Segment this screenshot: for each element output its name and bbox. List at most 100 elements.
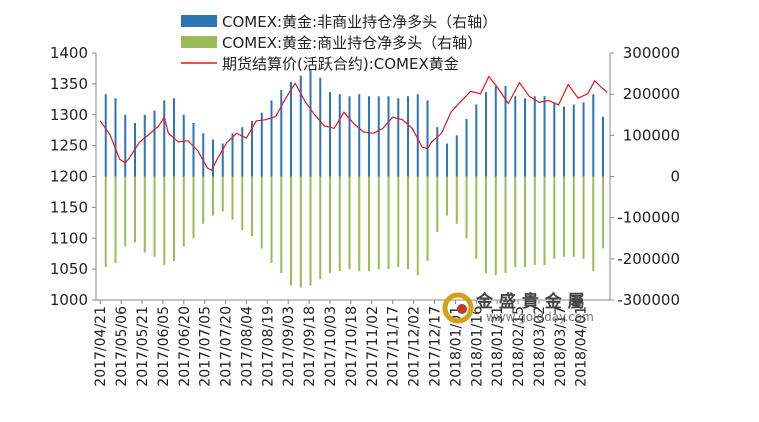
non-commercial-bar [124, 114, 127, 177]
commercial-bar [260, 176, 263, 249]
commercial-bar [192, 176, 195, 239]
commercial-bar [280, 176, 283, 274]
commercial-bar [426, 176, 429, 261]
commercial-bar [104, 176, 107, 268]
commercial-bar [436, 176, 439, 233]
commercial-bar [358, 176, 361, 272]
left-tick-label: 1100 [50, 229, 88, 247]
commercial-bar [153, 176, 156, 257]
left-tick-label: 1250 [50, 137, 88, 155]
right-tick-label: 0 [670, 168, 680, 186]
non-commercial-bar [397, 98, 400, 177]
commercial-bar [251, 176, 254, 237]
non-commercial-bar [465, 118, 468, 177]
non-commercial-bar [572, 104, 575, 177]
non-commercial-bar [182, 114, 185, 177]
commercial-bar [524, 176, 527, 268]
non-commercial-bar [104, 94, 107, 177]
non-commercial-bar [533, 96, 536, 177]
non-commercial-bar [260, 112, 263, 177]
non-commercial-bar [475, 104, 478, 177]
non-commercial-bar [280, 90, 283, 177]
commercial-bar [494, 176, 497, 276]
non-commercial-bar [407, 96, 410, 177]
commercial-bar [212, 176, 215, 216]
x-tick-label: 2017/04/21 [93, 306, 109, 387]
non-commercial-bar [192, 122, 195, 177]
commercial-bar [475, 176, 478, 259]
commercial-bar [173, 176, 176, 261]
x-tick-label: 2018/01/16 [469, 306, 485, 387]
non-commercial-bar [163, 100, 166, 177]
commercial-bar [563, 176, 566, 257]
non-commercial-bar [329, 92, 332, 177]
commercial-bar [387, 176, 390, 270]
price-series-line [99, 75, 608, 172]
commercial-bar [533, 176, 536, 266]
x-tick-label: 2017/05/06 [114, 306, 130, 387]
non-commercial-bar [426, 100, 429, 177]
x-tick-label: 2017/09/18 [302, 306, 318, 387]
non-commercial-bar [290, 81, 293, 177]
watermark-logo-dot-icon [457, 304, 467, 314]
legend-label-1: COMEX:黄金:商业持仓净多头（右轴） [222, 34, 482, 52]
non-commercial-bar [553, 102, 556, 177]
commercial-bar [163, 176, 166, 266]
non-commercial-bar [582, 102, 585, 177]
non-commercial-bar [202, 133, 205, 177]
x-tick-label: 2018/03/17 [553, 306, 569, 387]
non-commercial-bar [524, 98, 527, 177]
non-commercial-bar [455, 135, 458, 177]
non-commercial-bar [241, 127, 244, 177]
legend-swatch-1 [181, 36, 217, 48]
non-commercial-bar [212, 139, 215, 177]
commercial-bar [572, 176, 575, 257]
commercial-bar [368, 176, 371, 272]
left-tick-label: 1200 [50, 168, 88, 186]
commercial-bar [416, 176, 419, 276]
x-tick-label: 2017/07/05 [198, 306, 214, 387]
commercial-bar [504, 176, 507, 274]
x-tick-label: 2017/08/04 [239, 306, 255, 387]
non-commercial-bar [251, 120, 254, 177]
x-tick-label: 2017/12/17 [427, 306, 443, 387]
commercial-bar [270, 176, 273, 263]
commercial-bar [338, 176, 341, 272]
non-commercial-bar [436, 127, 439, 177]
commercial-bar [221, 176, 224, 212]
watermark-logo-icon [442, 292, 474, 324]
non-commercial-bar [338, 94, 341, 177]
watermark: 金 盛 貴 金 屬 www.goldday.com [442, 291, 594, 324]
non-commercial-bar [368, 96, 371, 177]
non-commercial-bar [485, 92, 488, 177]
right-tick-label: 100000 [623, 126, 680, 144]
commercial-bar [290, 176, 293, 286]
x-tick-label: 2017/09/03 [281, 306, 297, 387]
commercial-bar [143, 176, 146, 253]
commercial-bar [309, 176, 312, 286]
non-commercial-bar [446, 143, 449, 177]
non-commercial-bar [299, 75, 302, 177]
commercial-bar [397, 176, 400, 268]
commercial-bar [348, 176, 351, 270]
x-tick-label: 2018/03/02 [532, 306, 548, 387]
non-commercial-bar [563, 106, 566, 177]
non-commercial-bar [602, 116, 605, 177]
non-commercial-bar [416, 94, 419, 177]
commercial-bar [202, 176, 205, 224]
commercial-bar [319, 176, 322, 280]
x-tick-label: 2017/08/19 [260, 306, 276, 387]
commercial-bar [114, 176, 117, 263]
right-tick-label: -200000 [617, 250, 680, 268]
non-commercial-bar [348, 96, 351, 177]
commercial-bar [602, 176, 605, 249]
right-tick-label: 300000 [623, 44, 680, 62]
left-tick-label: 1150 [50, 198, 88, 216]
x-tick-label: 2017/06/05 [156, 306, 172, 387]
commercial-bar [124, 176, 127, 247]
x-tick-label: 2017/10/18 [344, 306, 360, 387]
commercial-bar [553, 176, 556, 259]
right-tick-label: -100000 [617, 209, 680, 227]
right-tick-label: -300000 [617, 291, 680, 309]
